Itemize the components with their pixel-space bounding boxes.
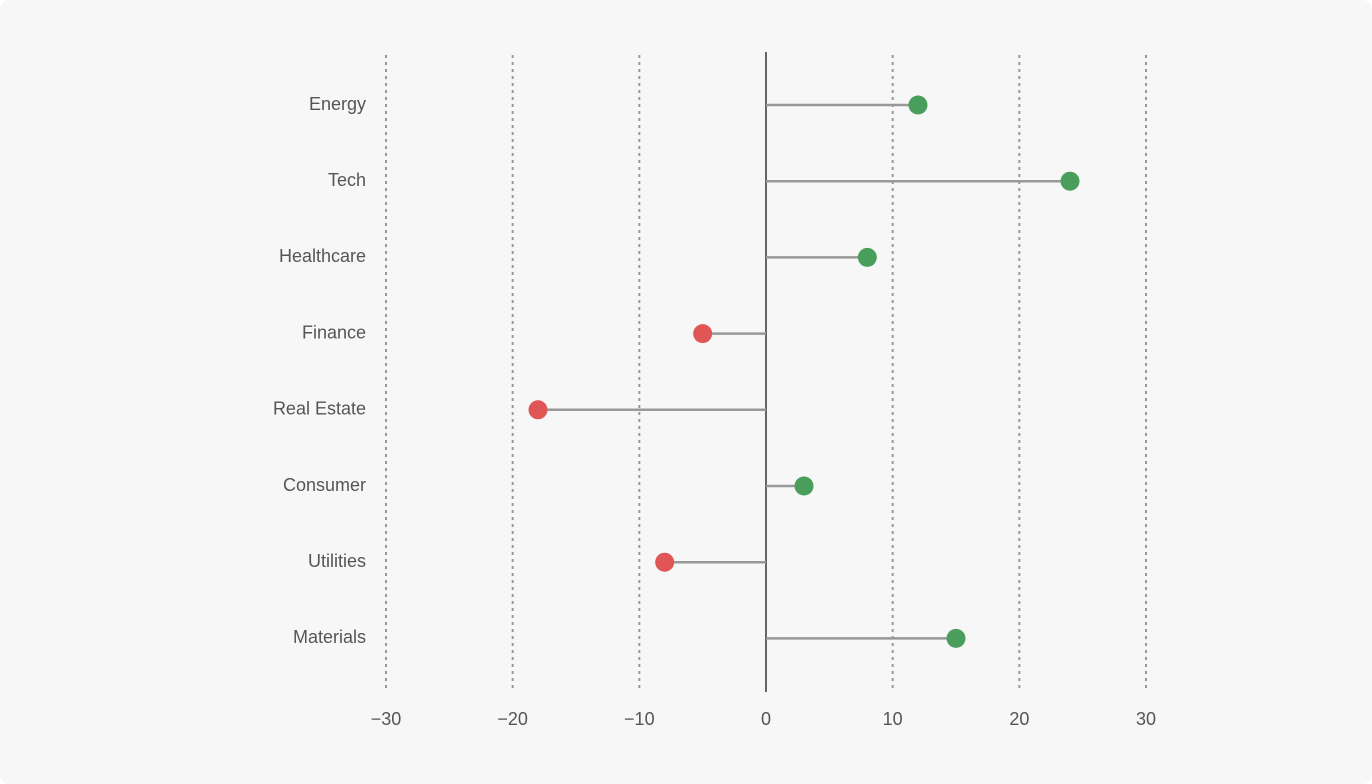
y-tick-label: Energy — [309, 94, 366, 114]
x-tick-label: 20 — [1009, 709, 1029, 729]
dot — [1060, 171, 1080, 191]
x-tick-label: 30 — [1136, 709, 1156, 729]
dot — [946, 628, 966, 648]
y-tick-label: Finance — [302, 322, 366, 342]
dot — [857, 247, 877, 267]
dot — [908, 95, 928, 115]
x-tick-label: −10 — [624, 709, 655, 729]
dot — [655, 552, 675, 572]
y-tick-label: Utilities — [308, 551, 366, 571]
x-tick-label: 10 — [883, 709, 903, 729]
y-tick-label: Healthcare — [279, 246, 366, 266]
dot — [693, 324, 713, 344]
y-tick-label: Materials — [293, 627, 366, 647]
y-tick-label: Consumer — [283, 475, 366, 495]
y-tick-label: Tech — [328, 170, 366, 190]
y-tick-label: Real Estate — [273, 399, 366, 419]
x-tick-label: 0 — [761, 709, 771, 729]
dot — [528, 400, 548, 420]
dot — [794, 476, 814, 496]
x-tick-label: −20 — [497, 709, 528, 729]
x-tick-label: −30 — [371, 709, 402, 729]
